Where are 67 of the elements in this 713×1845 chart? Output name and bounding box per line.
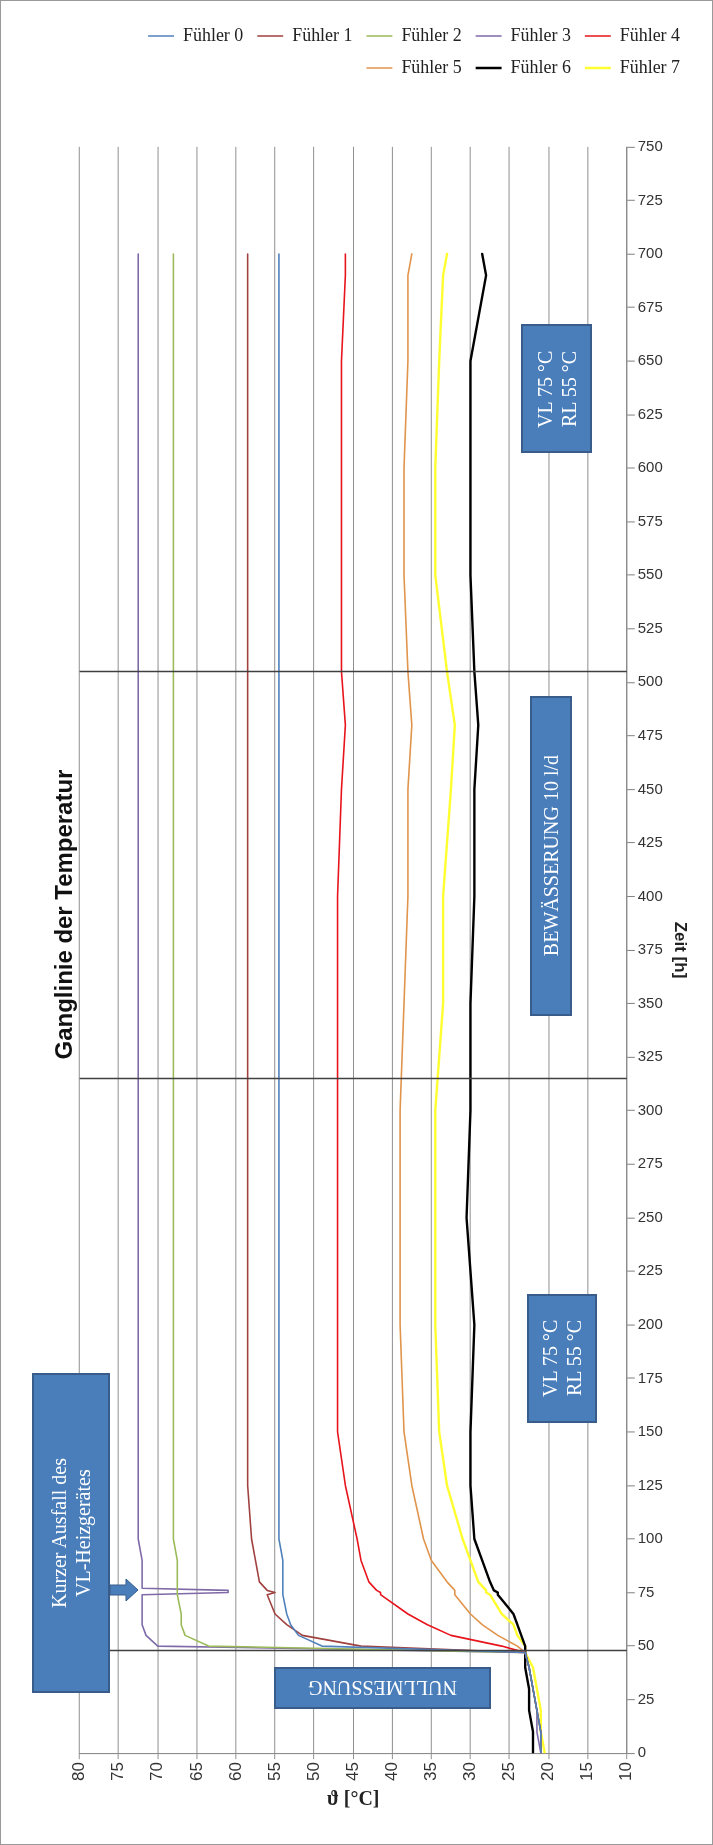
x-tick-label: 45 xyxy=(342,1762,362,1782)
y-tick-label: 375 xyxy=(637,940,663,958)
y-tick-label: 425 xyxy=(637,833,663,851)
y-tick-label: 575 xyxy=(637,511,663,529)
legend-label: Fühler 5 xyxy=(401,56,462,77)
y-tick-label: 450 xyxy=(637,779,663,797)
x-tick-label: 20 xyxy=(538,1762,558,1782)
legend-label: Fühler 6 xyxy=(510,56,571,77)
x-axis-title: ϑ [°C] xyxy=(326,1787,380,1810)
y-tick-label: 325 xyxy=(637,1047,663,1065)
y-tick-label: 750 xyxy=(637,136,663,154)
y-tick-label: 650 xyxy=(637,351,663,369)
x-tick-label: 75 xyxy=(108,1762,128,1782)
label-box: NULLMESSUNG xyxy=(273,1667,491,1710)
annotation: NULLMESSUNG xyxy=(307,1676,457,1701)
legend-label: Fühler 4 xyxy=(619,24,681,45)
x-tick-label: 30 xyxy=(460,1762,480,1782)
y-tick-label: 200 xyxy=(637,1314,663,1332)
label-box: Kurzer Ausfall des VL-Heizgerätes xyxy=(32,1372,111,1693)
y-tick-label: 75 xyxy=(637,1582,655,1600)
y-tick-label: 675 xyxy=(637,297,663,315)
legend-label: Fühler 2 xyxy=(401,24,462,45)
y-tick-label: 700 xyxy=(637,244,663,262)
y-tick-label: 175 xyxy=(637,1368,663,1386)
legend-label: Fühler 3 xyxy=(510,24,571,45)
y-tick-label: 50 xyxy=(637,1636,655,1654)
annotation: BEWÄSSERUNG 10 l/d xyxy=(539,755,563,957)
y-tick-label: 625 xyxy=(637,404,663,422)
x-tick-label: 35 xyxy=(421,1762,441,1782)
x-tick-label: 50 xyxy=(303,1762,323,1782)
y-tick-label: 150 xyxy=(637,1422,663,1440)
y-tick-label: 275 xyxy=(637,1154,663,1172)
y-tick-label: 500 xyxy=(637,672,663,690)
annotation: VL 75 °C RL 55 °C xyxy=(538,1318,586,1400)
x-tick-label: 55 xyxy=(264,1762,284,1782)
x-tick-label: 70 xyxy=(147,1762,167,1782)
y-tick-label: 25 xyxy=(637,1689,655,1707)
y-tick-label: 475 xyxy=(637,725,663,743)
y-tick-label: 400 xyxy=(637,886,663,904)
x-tick-label: 65 xyxy=(186,1762,206,1782)
y-tick-label: 125 xyxy=(637,1475,663,1493)
annotation: VL 75 °C RL 55 °C xyxy=(532,349,581,430)
x-tick-label: 15 xyxy=(577,1762,597,1782)
x-tick-label: 10 xyxy=(616,1762,636,1782)
y-axis-title: Zeit [h] xyxy=(671,921,691,979)
y-tick-label: 550 xyxy=(637,565,663,583)
label-box: VL 75 °C RL 55 °C xyxy=(521,324,593,454)
label-box: VL 75 °C RL 55 °C xyxy=(526,1294,598,1423)
annotation: Kurzer Ausfall des VL-Heizgerätes xyxy=(47,1457,96,1610)
y-tick-label: 300 xyxy=(637,1100,663,1118)
y-tick-label: 350 xyxy=(637,993,663,1011)
y-tick-label: 600 xyxy=(637,458,663,476)
y-tick-label: 725 xyxy=(637,190,663,208)
legend-label: Fühler 1 xyxy=(292,24,353,45)
y-tick-label: 250 xyxy=(637,1207,663,1225)
x-tick-label: 40 xyxy=(381,1762,401,1782)
legend-label: Fühler 0 xyxy=(183,24,244,45)
y-tick-label: 100 xyxy=(637,1529,663,1547)
y-tick-label: 0 xyxy=(637,1743,647,1761)
x-tick-label: 25 xyxy=(499,1762,519,1782)
x-tick-label: 60 xyxy=(225,1762,245,1782)
y-tick-label: 225 xyxy=(637,1261,663,1279)
legend-label: Fühler 7 xyxy=(619,56,681,77)
text: Ganglinie der Temperatur xyxy=(49,769,77,1060)
y-tick-label: 525 xyxy=(637,618,663,636)
x-tick-label: 80 xyxy=(69,1762,89,1782)
label-box: BEWÄSSERUNG 10 l/d xyxy=(529,695,573,1016)
